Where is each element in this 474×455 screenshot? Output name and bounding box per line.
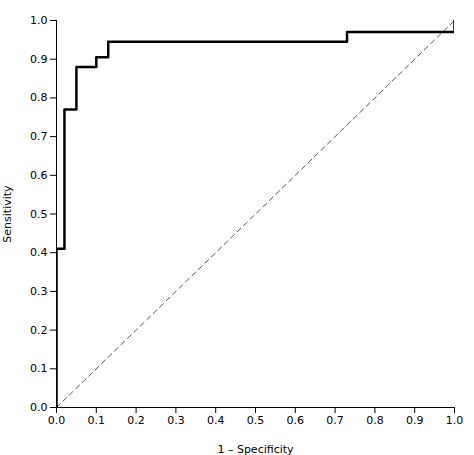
svg-text:0.7: 0.7 [326,414,344,427]
svg-text:0.2: 0.2 [30,324,48,337]
svg-text:0.9: 0.9 [30,53,48,66]
svg-text:0.0: 0.0 [30,401,48,414]
svg-text:0.4: 0.4 [207,414,225,427]
svg-text:0.6: 0.6 [287,414,305,427]
svg-text:1 – Specificity: 1 – Specificity [217,443,294,455]
svg-text:0.7: 0.7 [30,130,48,143]
svg-text:0.9: 0.9 [406,414,424,427]
svg-text:0.8: 0.8 [30,91,48,104]
svg-text:1.0: 1.0 [30,14,48,27]
svg-text:0.1: 0.1 [88,414,106,427]
svg-text:0.3: 0.3 [167,414,185,427]
svg-text:0.0: 0.0 [48,414,66,427]
svg-text:0.5: 0.5 [30,208,48,221]
svg-text:0.1: 0.1 [30,362,48,375]
svg-text:0.8: 0.8 [366,414,384,427]
svg-text:0.6: 0.6 [30,169,48,182]
svg-text:0.4: 0.4 [30,246,48,259]
svg-text:Sensitivity: Sensitivity [1,185,14,243]
svg-text:0.2: 0.2 [127,414,145,427]
svg-text:1.0: 1.0 [446,414,464,427]
svg-text:0.5: 0.5 [247,414,265,427]
svg-text:0.3: 0.3 [30,285,48,298]
